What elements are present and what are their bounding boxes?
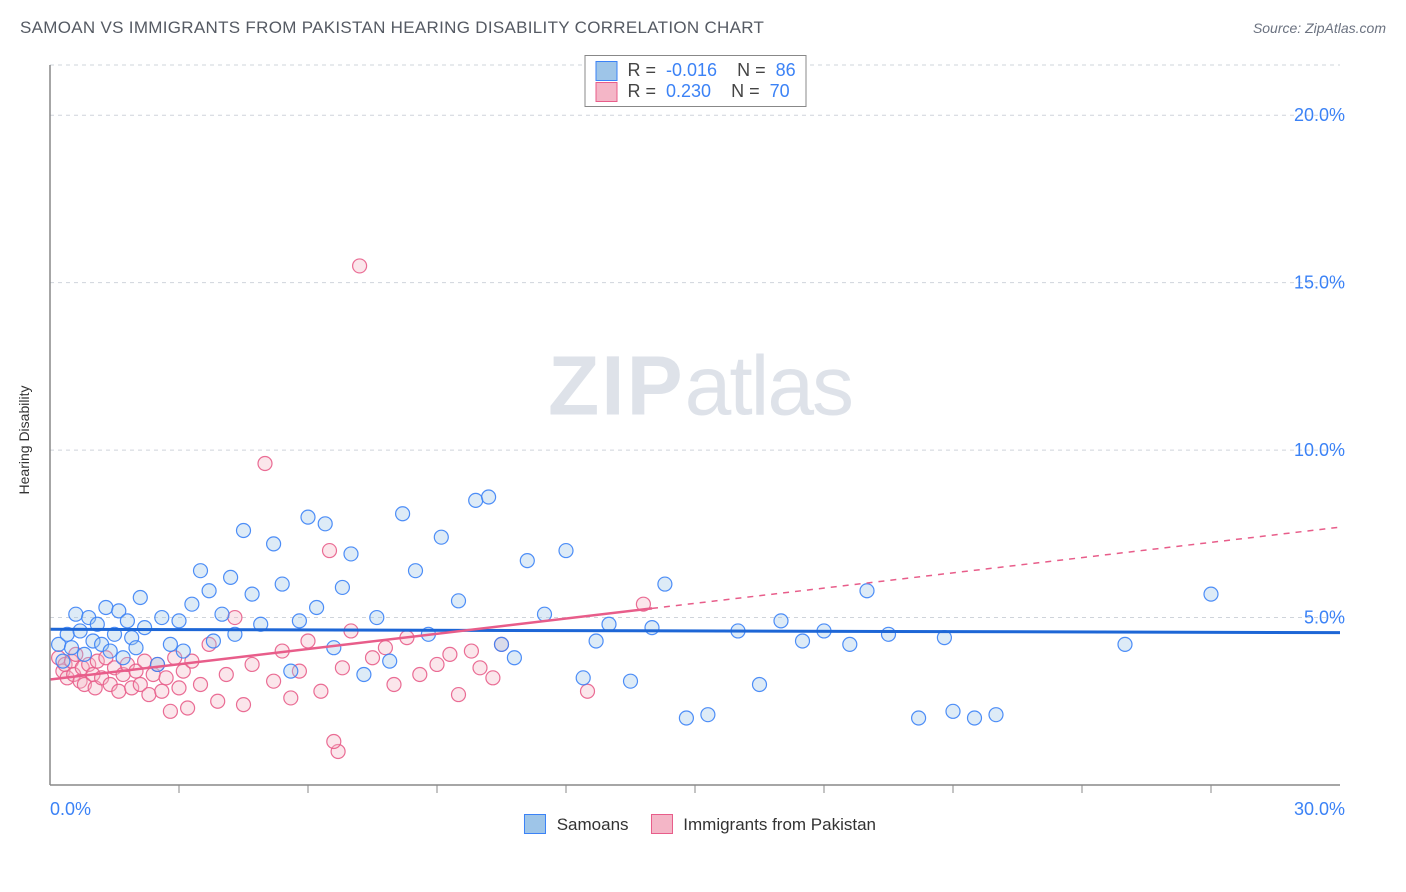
legend-label-samoans: Samoans xyxy=(557,815,629,834)
r-value-samoans: -0.016 xyxy=(666,60,717,81)
legend-swatch-samoans xyxy=(596,61,618,81)
source-attribution: Source: ZipAtlas.com xyxy=(1253,20,1386,36)
svg-text:5.0%: 5.0% xyxy=(1304,608,1345,628)
r-value-pakistan: 0.230 xyxy=(666,81,711,102)
legend-label-pakistan: Immigrants from Pakistan xyxy=(683,815,876,834)
y-axis-label: Hearing Disability xyxy=(16,386,32,495)
chart-area: Hearing Disability 5.0%10.0%15.0%20.0%0.… xyxy=(50,55,1350,825)
n-value-pakistan: 70 xyxy=(770,81,790,102)
legend-swatch-pakistan xyxy=(596,82,618,102)
series-legend: Samoans Immigrants from Pakistan xyxy=(524,814,876,835)
svg-text:30.0%: 30.0% xyxy=(1294,799,1345,819)
legend-swatch-samoans-icon xyxy=(524,814,546,834)
chart-title: SAMOAN VS IMMIGRANTS FROM PAKISTAN HEARI… xyxy=(20,18,764,38)
scatter-plot: 5.0% 10.0% 15.0% 20.0% 0.0% 30.0% xyxy=(50,55,1350,825)
svg-text:15.0%: 15.0% xyxy=(1294,273,1345,293)
n-value-samoans: 86 xyxy=(776,60,796,81)
legend-swatch-pakistan-icon xyxy=(651,814,673,834)
stats-legend: R = -0.016 N = 86 R = 0.230 N = 70 xyxy=(585,55,807,107)
svg-text:10.0%: 10.0% xyxy=(1294,440,1345,460)
svg-text:0.0%: 0.0% xyxy=(50,799,91,819)
svg-text:20.0%: 20.0% xyxy=(1294,105,1345,125)
